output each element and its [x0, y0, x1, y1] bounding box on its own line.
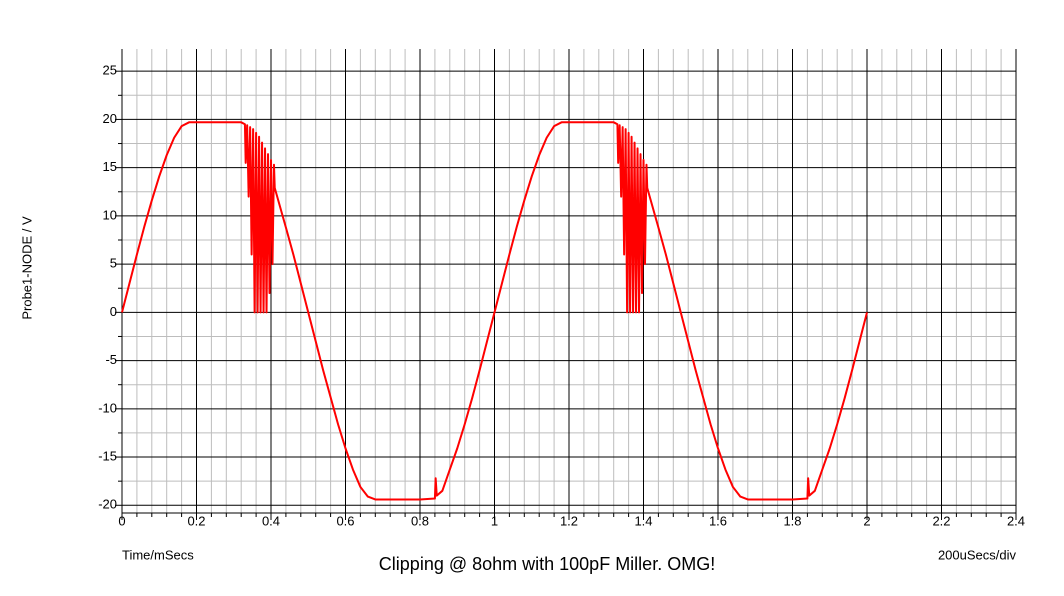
x-tick-label: 1.8 — [783, 513, 801, 528]
y-tick-label: 20 — [103, 111, 117, 126]
x-tick-label: 0.8 — [411, 513, 429, 528]
x-axis-label: Time/mSecs — [122, 547, 194, 562]
x-scale-note: 200uSecs/div — [938, 547, 1017, 562]
x-tick-label: 2.2 — [932, 513, 950, 528]
x-tick-label: 2 — [863, 513, 870, 528]
y-tick-label: -10 — [98, 400, 117, 415]
chart-title: Clipping @ 8ohm with 100pF Miller. OMG! — [379, 554, 715, 574]
x-tick-label: 2.4 — [1007, 513, 1025, 528]
y-tick-label: -20 — [98, 497, 117, 512]
y-tick-label: 0 — [110, 304, 117, 319]
x-tick-label: 1.6 — [709, 513, 727, 528]
x-tick-label: 0 — [118, 513, 125, 528]
x-tick-label: 1 — [491, 513, 498, 528]
grid — [118, 49, 1017, 517]
x-tick-label: 0.2 — [187, 513, 205, 528]
y-tick-label: 25 — [103, 63, 117, 78]
x-tick-label: 0.6 — [336, 513, 354, 528]
y-tick-label: 5 — [110, 256, 117, 271]
x-tick-label: 0.4 — [262, 513, 280, 528]
series-line — [121, 121, 868, 501]
y-tick-label: -5 — [105, 352, 117, 367]
x-tick-label: 1.4 — [634, 513, 652, 528]
y-tick-label: 10 — [103, 207, 117, 222]
y-axis-label: Probe1-NODE / V — [19, 216, 34, 320]
y-tick-label: -15 — [98, 448, 117, 463]
y-tick-label: 15 — [103, 159, 117, 174]
x-tick-label: 1.2 — [560, 513, 578, 528]
